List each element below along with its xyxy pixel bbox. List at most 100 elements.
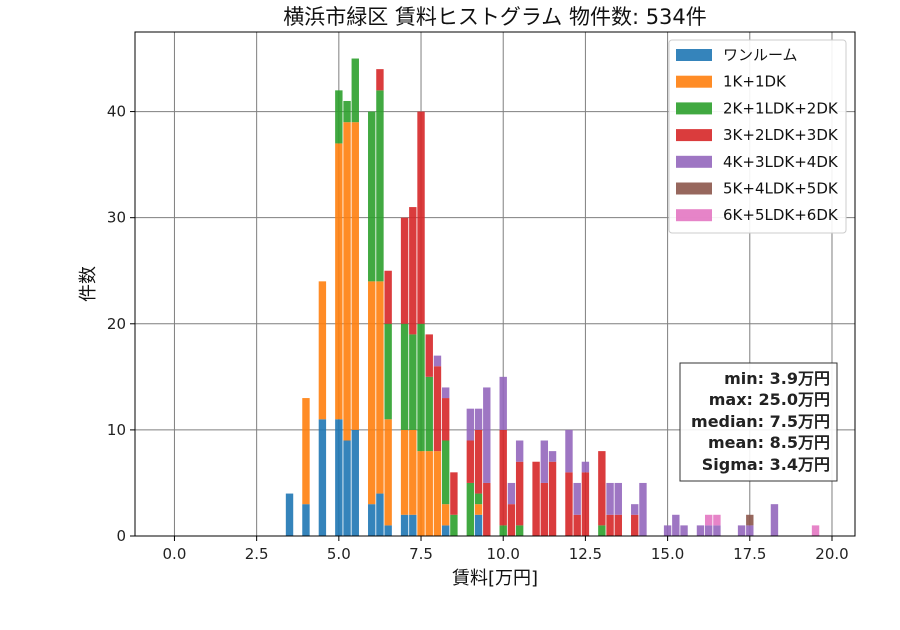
histogram-bar bbox=[737, 525, 746, 536]
histogram-bar bbox=[400, 429, 409, 515]
histogram-bar bbox=[417, 323, 425, 452]
histogram-bar bbox=[606, 482, 614, 515]
legend-label: ワンルーム bbox=[723, 46, 798, 64]
x-tick-label: 20.0 bbox=[815, 545, 848, 563]
histogram-bar bbox=[540, 440, 549, 483]
histogram-bar bbox=[285, 493, 294, 536]
chart-title: 横浜市緑区 賃料ヒストグラム 物件数: 534件 bbox=[283, 5, 707, 29]
legend: ワンルーム 1K+1DK 2K+1LDK+2DK 3K+2LDK+3DK 4K+3LDK… bbox=[668, 39, 847, 234]
y-tick-label: 20 bbox=[107, 315, 126, 333]
y-tick-label: 10 bbox=[107, 421, 126, 439]
legend-label: 1K+1DK bbox=[723, 73, 787, 91]
histogram-bar bbox=[335, 143, 343, 420]
y-axis-label: 件数 bbox=[78, 266, 99, 302]
histogram-bar bbox=[384, 525, 392, 536]
x-tick-label: 10.0 bbox=[487, 545, 520, 563]
histogram-bar bbox=[335, 419, 343, 536]
histogram-bar bbox=[746, 514, 754, 526]
stats-max: max: 25.0万円 bbox=[709, 390, 830, 409]
histogram-bar bbox=[770, 504, 779, 536]
histogram-bar bbox=[614, 482, 622, 515]
histogram-bar bbox=[425, 334, 433, 377]
histogram-bar bbox=[335, 90, 343, 144]
histogram-bar bbox=[376, 90, 384, 282]
legend-swatch bbox=[676, 209, 712, 222]
stats-min: min: 3.9万円 bbox=[724, 369, 830, 388]
legend-swatch bbox=[676, 182, 712, 195]
histogram-bar bbox=[746, 525, 754, 536]
legend-swatch bbox=[676, 75, 712, 88]
histogram-bar bbox=[581, 472, 590, 536]
histogram-bar bbox=[417, 451, 425, 536]
legend-label: 2K+1LDK+2DK bbox=[723, 99, 839, 117]
histogram-bar bbox=[631, 504, 639, 515]
histogram-bar bbox=[631, 514, 639, 536]
histogram-bar bbox=[376, 69, 384, 91]
x-tick-label: 2.5 bbox=[245, 545, 269, 563]
y-tick-label: 30 bbox=[107, 209, 126, 227]
histogram-bar bbox=[368, 504, 376, 536]
histogram-bar bbox=[474, 504, 483, 515]
histogram-bar bbox=[474, 408, 483, 430]
histogram-bar bbox=[548, 461, 557, 536]
histogram-bar bbox=[343, 100, 351, 123]
histogram-bar bbox=[474, 429, 483, 494]
histogram-bar bbox=[581, 461, 590, 473]
histogram-bar bbox=[351, 122, 359, 430]
histogram-bar bbox=[811, 525, 820, 536]
histogram-bar bbox=[384, 419, 392, 526]
histogram-bar bbox=[515, 440, 524, 462]
legend-swatch bbox=[676, 49, 712, 61]
histogram-bar bbox=[433, 355, 442, 367]
stats-sigma: Sigma: 3.4万円 bbox=[702, 455, 830, 474]
histogram-bar bbox=[515, 525, 524, 536]
histogram-bar bbox=[573, 514, 581, 536]
histogram-bar bbox=[639, 482, 647, 536]
histogram-bar bbox=[450, 514, 458, 536]
histogram-bar bbox=[507, 504, 516, 536]
histogram-bar bbox=[696, 525, 705, 536]
histogram-bar bbox=[409, 207, 417, 335]
histogram-bar bbox=[343, 440, 351, 536]
histogram-bar bbox=[343, 122, 351, 441]
histogram-bar bbox=[532, 461, 540, 536]
y-tick-label: 40 bbox=[107, 103, 126, 121]
histogram-bar bbox=[598, 525, 606, 536]
histogram-bar bbox=[376, 493, 384, 536]
histogram-bar bbox=[483, 387, 491, 483]
x-axis-label: 賃料[万円] bbox=[452, 568, 538, 589]
histogram-bar bbox=[672, 514, 680, 536]
histogram-bar bbox=[499, 525, 507, 536]
histogram-bar bbox=[705, 514, 713, 526]
plot-frame bbox=[134, 31, 856, 537]
histogram-bar bbox=[474, 514, 483, 536]
axis-ticks: 0.0 2.5 5.0 7.5 10.0 12.5 15.0 17.5 20.0 0 10 20 30 4… bbox=[107, 103, 849, 563]
histogram-bar bbox=[400, 323, 409, 430]
legend-label: 6K+5LDK+6DK bbox=[723, 206, 839, 224]
histogram-bar bbox=[400, 217, 409, 324]
x-tick-label: 15.0 bbox=[651, 545, 684, 563]
legend-label: 3K+2LDK+3DK bbox=[723, 126, 839, 144]
histogram-bar bbox=[441, 398, 450, 441]
histogram-bar bbox=[425, 376, 433, 452]
histogram-bar bbox=[409, 514, 417, 536]
histogram-bar bbox=[433, 366, 442, 452]
histogram-bar bbox=[409, 334, 417, 430]
histogram-bar bbox=[466, 482, 475, 536]
stats-box-frame bbox=[679, 362, 838, 482]
x-tick-label: 0.0 bbox=[163, 545, 187, 563]
histogram-bar bbox=[606, 514, 614, 536]
histogram-bar bbox=[376, 281, 384, 494]
histogram-bar bbox=[614, 514, 622, 536]
histogram-bar bbox=[384, 323, 392, 420]
histogram-bar bbox=[351, 429, 359, 536]
legend-label: 4K+3LDK+4DK bbox=[723, 153, 839, 171]
histogram-bar bbox=[565, 429, 573, 473]
histogram-bar bbox=[663, 525, 672, 536]
histogram-bar bbox=[368, 111, 376, 282]
histogram-bar bbox=[565, 472, 573, 536]
histogram-bar bbox=[450, 472, 458, 515]
histogram-bar bbox=[474, 493, 483, 505]
histogram-bar bbox=[318, 281, 327, 420]
